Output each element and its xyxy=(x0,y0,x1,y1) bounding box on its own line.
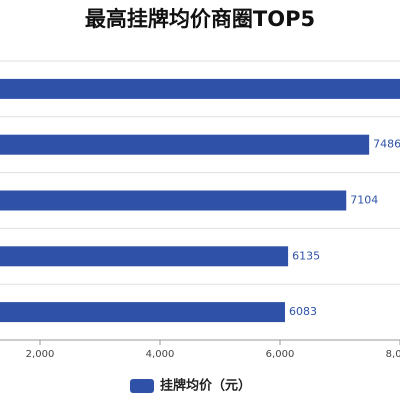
x-tick-label: 4,000 xyxy=(146,349,175,360)
value-label: 7486 xyxy=(373,138,400,151)
bar xyxy=(0,134,370,155)
x-tick-label: 8,000 xyxy=(386,349,400,360)
bar xyxy=(0,246,289,267)
x-tick-label: 6,000 xyxy=(266,349,295,360)
legend-swatch xyxy=(130,379,154,393)
bar xyxy=(0,302,285,323)
legend-label: 挂牌均价（元） xyxy=(160,378,251,394)
x-tick-label: 2,000 xyxy=(26,349,55,360)
bar xyxy=(0,190,347,211)
chart-title: 最高挂牌均价商圈TOP5 xyxy=(85,7,315,31)
value-label: 6135 xyxy=(292,249,320,262)
value-label: 6083 xyxy=(289,305,317,318)
bar xyxy=(0,78,400,99)
value-label: 7104 xyxy=(350,194,378,207)
